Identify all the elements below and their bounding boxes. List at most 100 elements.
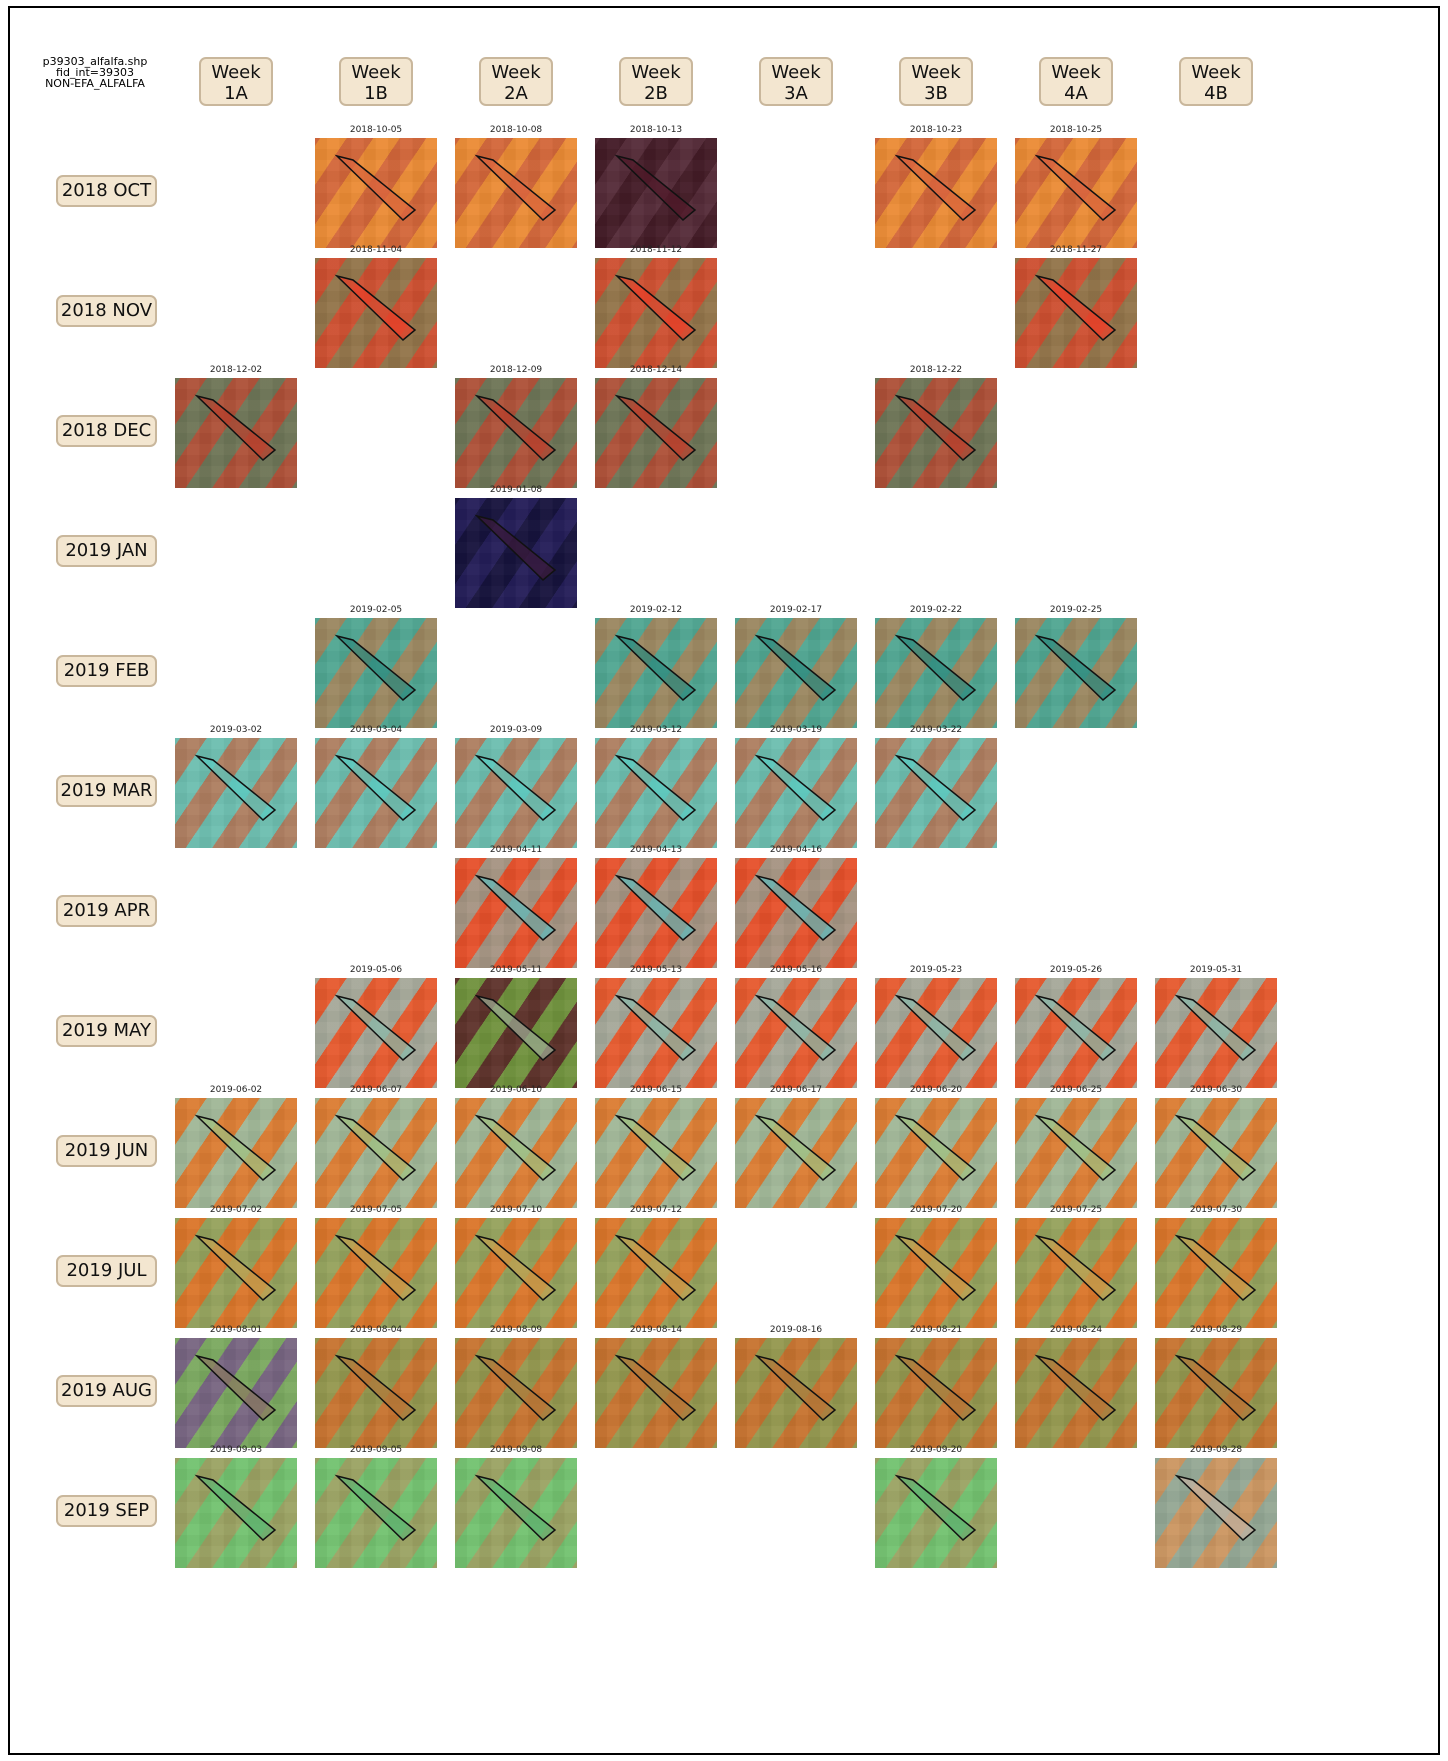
image-cell[interactable]: 2019-04-16 bbox=[735, 845, 857, 969]
image-cell[interactable]: 2018-12-02 bbox=[175, 365, 297, 489]
satellite-thumbnail[interactable] bbox=[455, 498, 577, 608]
image-cell[interactable]: 2018-10-13 bbox=[595, 125, 717, 249]
satellite-thumbnail[interactable] bbox=[735, 1098, 857, 1208]
satellite-thumbnail[interactable] bbox=[455, 1098, 577, 1208]
image-cell[interactable]: 2019-05-26 bbox=[1015, 965, 1137, 1089]
image-cell[interactable]: 2019-05-23 bbox=[875, 965, 997, 1089]
satellite-thumbnail[interactable] bbox=[315, 738, 437, 848]
satellite-thumbnail[interactable] bbox=[875, 138, 997, 248]
satellite-thumbnail[interactable] bbox=[315, 1458, 437, 1568]
satellite-thumbnail[interactable] bbox=[735, 738, 857, 848]
image-cell[interactable]: 2018-12-22 bbox=[875, 365, 997, 489]
image-cell[interactable]: 2019-06-07 bbox=[315, 1085, 437, 1209]
image-cell[interactable]: 2019-04-11 bbox=[455, 845, 577, 969]
satellite-thumbnail[interactable] bbox=[735, 978, 857, 1088]
image-cell[interactable]: 2018-12-14 bbox=[595, 365, 717, 489]
image-cell[interactable]: 2019-08-01 bbox=[175, 1325, 297, 1449]
image-cell[interactable]: 2019-07-20 bbox=[875, 1205, 997, 1329]
satellite-thumbnail[interactable] bbox=[455, 738, 577, 848]
satellite-thumbnail[interactable] bbox=[595, 258, 717, 368]
satellite-thumbnail[interactable] bbox=[1015, 138, 1137, 248]
satellite-thumbnail[interactable] bbox=[455, 138, 577, 248]
satellite-thumbnail[interactable] bbox=[875, 1338, 997, 1448]
satellite-thumbnail[interactable] bbox=[735, 858, 857, 968]
satellite-thumbnail[interactable] bbox=[595, 378, 717, 488]
satellite-thumbnail[interactable] bbox=[315, 1338, 437, 1448]
image-cell[interactable]: 2019-07-02 bbox=[175, 1205, 297, 1329]
image-cell[interactable]: 2019-08-29 bbox=[1155, 1325, 1277, 1449]
satellite-thumbnail[interactable] bbox=[315, 618, 437, 728]
image-cell[interactable]: 2019-07-10 bbox=[455, 1205, 577, 1329]
image-cell[interactable]: 2019-07-30 bbox=[1155, 1205, 1277, 1329]
satellite-thumbnail[interactable] bbox=[175, 738, 297, 848]
image-cell[interactable]: 2019-06-10 bbox=[455, 1085, 577, 1209]
satellite-thumbnail[interactable] bbox=[175, 378, 297, 488]
satellite-thumbnail[interactable] bbox=[595, 1338, 717, 1448]
satellite-thumbnail[interactable] bbox=[175, 1218, 297, 1328]
satellite-thumbnail[interactable] bbox=[315, 138, 437, 248]
image-cell[interactable]: 2019-05-31 bbox=[1155, 965, 1277, 1089]
satellite-thumbnail[interactable] bbox=[1155, 1458, 1277, 1568]
image-cell[interactable]: 2019-02-22 bbox=[875, 605, 997, 729]
satellite-thumbnail[interactable] bbox=[735, 618, 857, 728]
satellite-thumbnail[interactable] bbox=[175, 1458, 297, 1568]
satellite-thumbnail[interactable] bbox=[315, 258, 437, 368]
satellite-thumbnail[interactable] bbox=[455, 1218, 577, 1328]
satellite-thumbnail[interactable] bbox=[875, 738, 997, 848]
satellite-thumbnail[interactable] bbox=[875, 978, 997, 1088]
image-cell[interactable]: 2019-08-09 bbox=[455, 1325, 577, 1449]
image-cell[interactable]: 2019-03-22 bbox=[875, 725, 997, 849]
image-cell[interactable]: 2019-04-13 bbox=[595, 845, 717, 969]
image-cell[interactable]: 2019-06-02 bbox=[175, 1085, 297, 1209]
satellite-thumbnail[interactable] bbox=[595, 1098, 717, 1208]
satellite-thumbnail[interactable] bbox=[1015, 978, 1137, 1088]
image-cell[interactable]: 2018-12-09 bbox=[455, 365, 577, 489]
satellite-thumbnail[interactable] bbox=[595, 618, 717, 728]
satellite-thumbnail[interactable] bbox=[875, 618, 997, 728]
satellite-thumbnail[interactable] bbox=[1155, 1098, 1277, 1208]
image-cell[interactable]: 2018-10-25 bbox=[1015, 125, 1137, 249]
image-cell[interactable]: 2019-02-25 bbox=[1015, 605, 1137, 729]
satellite-thumbnail[interactable] bbox=[1155, 1218, 1277, 1328]
image-cell[interactable]: 2018-11-27 bbox=[1015, 245, 1137, 369]
image-cell[interactable]: 2019-02-05 bbox=[315, 605, 437, 729]
image-cell[interactable]: 2019-03-02 bbox=[175, 725, 297, 849]
satellite-thumbnail[interactable] bbox=[1015, 1098, 1137, 1208]
image-cell[interactable]: 2018-10-23 bbox=[875, 125, 997, 249]
image-cell[interactable]: 2019-03-19 bbox=[735, 725, 857, 849]
image-cell[interactable]: 2019-08-21 bbox=[875, 1325, 997, 1449]
satellite-thumbnail[interactable] bbox=[455, 378, 577, 488]
image-cell[interactable]: 2019-06-15 bbox=[595, 1085, 717, 1209]
image-cell[interactable]: 2019-08-04 bbox=[315, 1325, 437, 1449]
image-cell[interactable]: 2019-03-12 bbox=[595, 725, 717, 849]
satellite-thumbnail[interactable] bbox=[315, 978, 437, 1088]
satellite-thumbnail[interactable] bbox=[455, 858, 577, 968]
satellite-thumbnail[interactable] bbox=[1015, 618, 1137, 728]
satellite-thumbnail[interactable] bbox=[175, 1098, 297, 1208]
image-cell[interactable]: 2019-05-11 bbox=[455, 965, 577, 1089]
satellite-thumbnail[interactable] bbox=[1155, 1338, 1277, 1448]
image-cell[interactable]: 2019-05-06 bbox=[315, 965, 437, 1089]
image-cell[interactable]: 2019-06-17 bbox=[735, 1085, 857, 1209]
satellite-thumbnail[interactable] bbox=[875, 1458, 997, 1568]
image-cell[interactable]: 2019-05-16 bbox=[735, 965, 857, 1089]
satellite-thumbnail[interactable] bbox=[595, 738, 717, 848]
satellite-thumbnail[interactable] bbox=[735, 1338, 857, 1448]
satellite-thumbnail[interactable] bbox=[595, 978, 717, 1088]
image-cell[interactable]: 2019-07-05 bbox=[315, 1205, 437, 1329]
image-cell[interactable]: 2019-09-20 bbox=[875, 1445, 997, 1569]
satellite-thumbnail[interactable] bbox=[595, 858, 717, 968]
image-cell[interactable]: 2019-08-24 bbox=[1015, 1325, 1137, 1449]
image-cell[interactable]: 2018-10-05 bbox=[315, 125, 437, 249]
image-cell[interactable]: 2019-02-17 bbox=[735, 605, 857, 729]
image-cell[interactable]: 2019-01-08 bbox=[455, 485, 577, 609]
image-cell[interactable]: 2019-09-05 bbox=[315, 1445, 437, 1569]
satellite-thumbnail[interactable] bbox=[315, 1098, 437, 1208]
image-cell[interactable]: 2019-08-16 bbox=[735, 1325, 857, 1449]
satellite-thumbnail[interactable] bbox=[875, 1218, 997, 1328]
satellite-thumbnail[interactable] bbox=[1155, 978, 1277, 1088]
image-cell[interactable]: 2019-03-09 bbox=[455, 725, 577, 849]
image-cell[interactable]: 2019-07-12 bbox=[595, 1205, 717, 1329]
satellite-thumbnail[interactable] bbox=[595, 138, 717, 248]
image-cell[interactable]: 2019-06-30 bbox=[1155, 1085, 1277, 1209]
